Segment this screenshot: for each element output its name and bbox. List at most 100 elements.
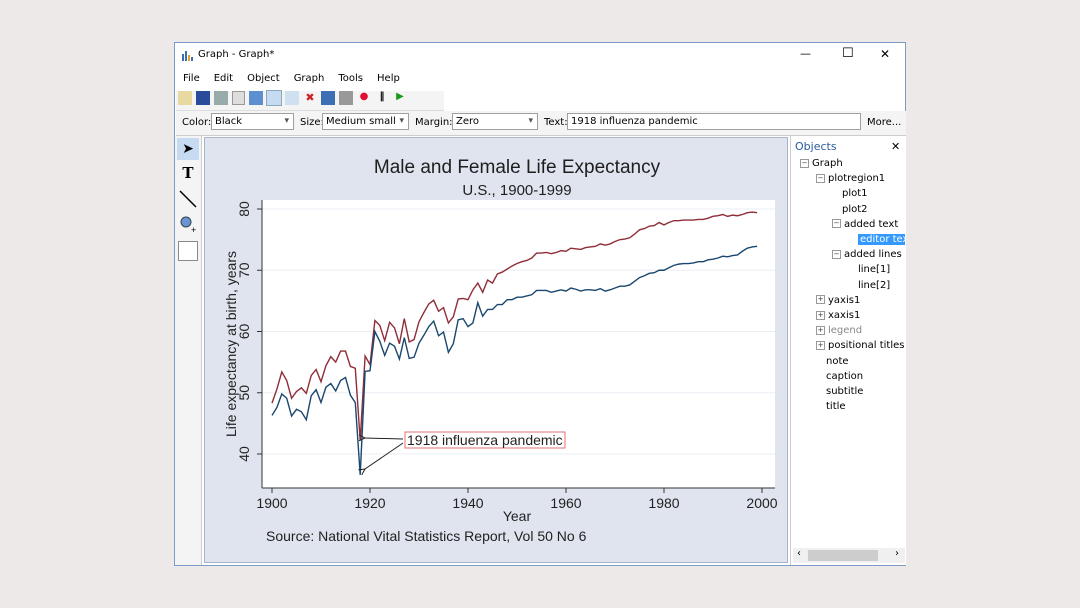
x-axis-title: Year [503, 508, 532, 524]
copy-icon[interactable] [232, 91, 245, 105]
series-line-1 [271, 245, 758, 475]
text-label: Text: [544, 117, 568, 128]
tree-item[interactable]: subtitle [826, 386, 863, 397]
y-axis-title: Life expectancy at birth, years [223, 251, 239, 437]
object-browser-icon[interactable] [285, 91, 299, 105]
more-button[interactable]: More... [867, 117, 902, 128]
chart-note: Source: National Vital Statistics Report… [266, 528, 587, 544]
x-tick-label: 1900 [256, 495, 287, 511]
tools-palette [175, 136, 202, 565]
x-tick-label: 2000 [746, 495, 777, 511]
tree-item[interactable]: + yaxis1 [816, 295, 860, 306]
tree-item-label: legend [828, 325, 863, 337]
tree-item[interactable]: + xaxis1 [816, 310, 860, 321]
y-tick-label: 50 [236, 385, 252, 401]
scroll-right-icon[interactable]: › [895, 548, 899, 559]
tree-item[interactable]: plot1 [842, 188, 868, 199]
menu-help[interactable]: Help [377, 73, 400, 84]
tree-item[interactable]: caption [826, 371, 863, 382]
menu-bar: File Edit Object Graph Tools Help [183, 73, 414, 84]
color-select[interactable]: Black [211, 113, 294, 130]
text-tool-icon[interactable]: T [182, 164, 194, 182]
tree-item-label: Graph [812, 158, 843, 169]
marker-tool-icon[interactable]: + [177, 213, 199, 238]
object-tree: − Graph − plotregion1 plot1 plot2− added text e… [800, 158, 905, 543]
tree-item[interactable]: title [826, 401, 846, 412]
tree-item[interactable]: plot2 [842, 204, 868, 215]
tree-item-label: positional titles [828, 340, 905, 352]
tree-item[interactable]: line[2] [858, 280, 890, 291]
scroll-left-icon[interactable]: ‹ [797, 548, 801, 559]
window-title: Graph - Graph* [198, 49, 275, 60]
redo-icon[interactable] [339, 91, 353, 105]
annotation-arrow-1 [365, 438, 404, 439]
expand-icon[interactable]: + [816, 340, 825, 350]
app-icon [181, 49, 193, 64]
size-label: Size: [300, 117, 324, 128]
record-icon[interactable]: ● [359, 91, 369, 102]
tree-item[interactable]: editor tex [858, 234, 905, 245]
menu-file[interactable]: File [183, 73, 200, 84]
size-select[interactable]: Medium small [322, 113, 409, 130]
tree-item-label: note [826, 355, 849, 367]
tree-item-label: plot2 [842, 203, 868, 215]
minimize-button[interactable]: — [800, 47, 811, 60]
expand-icon[interactable]: + [816, 325, 825, 335]
graph-editor-icon[interactable] [266, 90, 282, 106]
margin-select[interactable]: Zero [452, 113, 538, 130]
tree-item[interactable]: − plotregion1 [816, 173, 885, 184]
line-tool-icon[interactable] [177, 188, 199, 213]
annotation-box [404, 431, 566, 449]
tree-item[interactable]: line[1] [858, 264, 890, 275]
tree-item[interactable]: note [826, 356, 849, 367]
scroll-thumb[interactable] [808, 550, 878, 561]
tree-item-label: caption [826, 370, 864, 382]
menu-tools[interactable]: Tools [338, 73, 364, 84]
menu-graph[interactable]: Graph [293, 73, 325, 84]
expand-icon[interactable]: + [816, 295, 825, 305]
tree-item[interactable]: + legend [816, 325, 862, 336]
tree-item-label: title [826, 401, 846, 413]
print-icon[interactable] [214, 91, 228, 105]
objects-close-button[interactable]: ✕ [891, 140, 901, 153]
y-tick-label: 80 [236, 201, 252, 217]
horizontal-scrollbar[interactable]: ‹ › [793, 548, 905, 563]
x-tick-label: 1940 [452, 495, 483, 511]
tree-item-label: line[1] [858, 264, 891, 276]
maximize-button[interactable]: ☐ [842, 46, 854, 61]
play-icon[interactable]: ▶ [396, 91, 404, 102]
save-icon[interactable] [196, 91, 210, 105]
tree-item[interactable]: − added lines [832, 249, 902, 260]
objects-title: Objects [795, 140, 837, 153]
pointer-tool-icon[interactable]: ➤ [177, 138, 199, 160]
close-button[interactable]: ✕ [880, 47, 891, 61]
tree-item-label: xaxis1 [828, 310, 861, 321]
objects-panel [790, 136, 906, 565]
chart-subtitle: U.S., 1900-1999 [462, 182, 571, 199]
toolbar: ✖ ● ‖ ▶ [176, 90, 444, 111]
menu-edit[interactable]: Edit [213, 73, 234, 84]
collapse-icon[interactable]: − [832, 249, 841, 259]
tree-item[interactable]: + positional titles [816, 340, 904, 351]
open-icon[interactable] [178, 91, 192, 105]
text-input[interactable]: 1918 influenza pandemic [567, 113, 861, 130]
collapse-icon[interactable]: − [800, 158, 809, 168]
collapse-icon[interactable]: − [816, 173, 825, 183]
x-tick-label: 1920 [354, 495, 385, 511]
tree-item-label: subtitle [826, 386, 864, 397]
collapse-icon[interactable]: − [832, 219, 841, 229]
x-tick-label: 1960 [550, 495, 581, 511]
paste-icon[interactable] [249, 91, 263, 105]
menu-object[interactable]: Object [247, 73, 280, 84]
tree-item-label: yaxis1 [828, 294, 861, 306]
grid-edit-tool-icon[interactable] [178, 241, 198, 261]
color-value: Black [215, 116, 243, 127]
deselect-icon[interactable]: ✖ [305, 91, 315, 104]
undo-icon[interactable] [321, 91, 335, 105]
tree-item[interactable]: − Graph [800, 158, 843, 169]
expand-icon[interactable]: + [816, 310, 825, 320]
tree-item[interactable]: − added text [832, 219, 898, 230]
size-value: Medium small [326, 116, 396, 127]
pause-icon[interactable]: ‖ [379, 91, 385, 102]
annotation-text: 1918 influenza pandemic [407, 432, 563, 448]
